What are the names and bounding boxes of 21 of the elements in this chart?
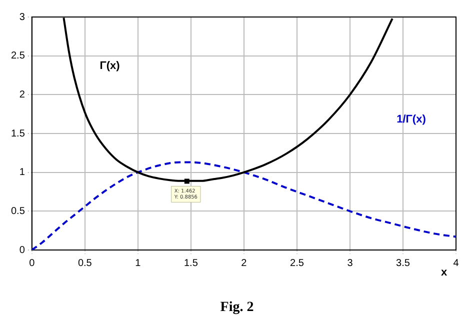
y-tick-label: 2 [19,89,26,100]
y-tick-label: 1 [19,167,26,178]
x-tick-label: 2.5 [290,258,304,269]
x-tick-label: 2 [241,258,248,269]
y-tick-label: 3 [19,12,26,23]
y-tick-label: 1.5 [10,128,26,140]
y-tick-label: 2.5 [10,50,26,62]
x-tick-label: 0 [29,258,36,269]
x-tick-label: 3 [347,258,354,269]
y-tick-label: 0 [19,244,26,256]
x-tick-label: 0.5 [78,258,92,269]
x-tick-label: 3.5 [396,258,410,269]
caption: Fig. 2 [219,300,255,316]
text: Γ(x) [100,60,120,72]
x-axis-title: x [440,266,448,279]
text: 1/Γ(x) [396,114,426,126]
x-tick-label: 4 [453,258,460,269]
x-tick-label: 1.5 [184,258,198,269]
y-tick-label: 0.5 [10,206,26,217]
x-tick-label: 1 [135,258,142,269]
line-series [32,161,456,250]
